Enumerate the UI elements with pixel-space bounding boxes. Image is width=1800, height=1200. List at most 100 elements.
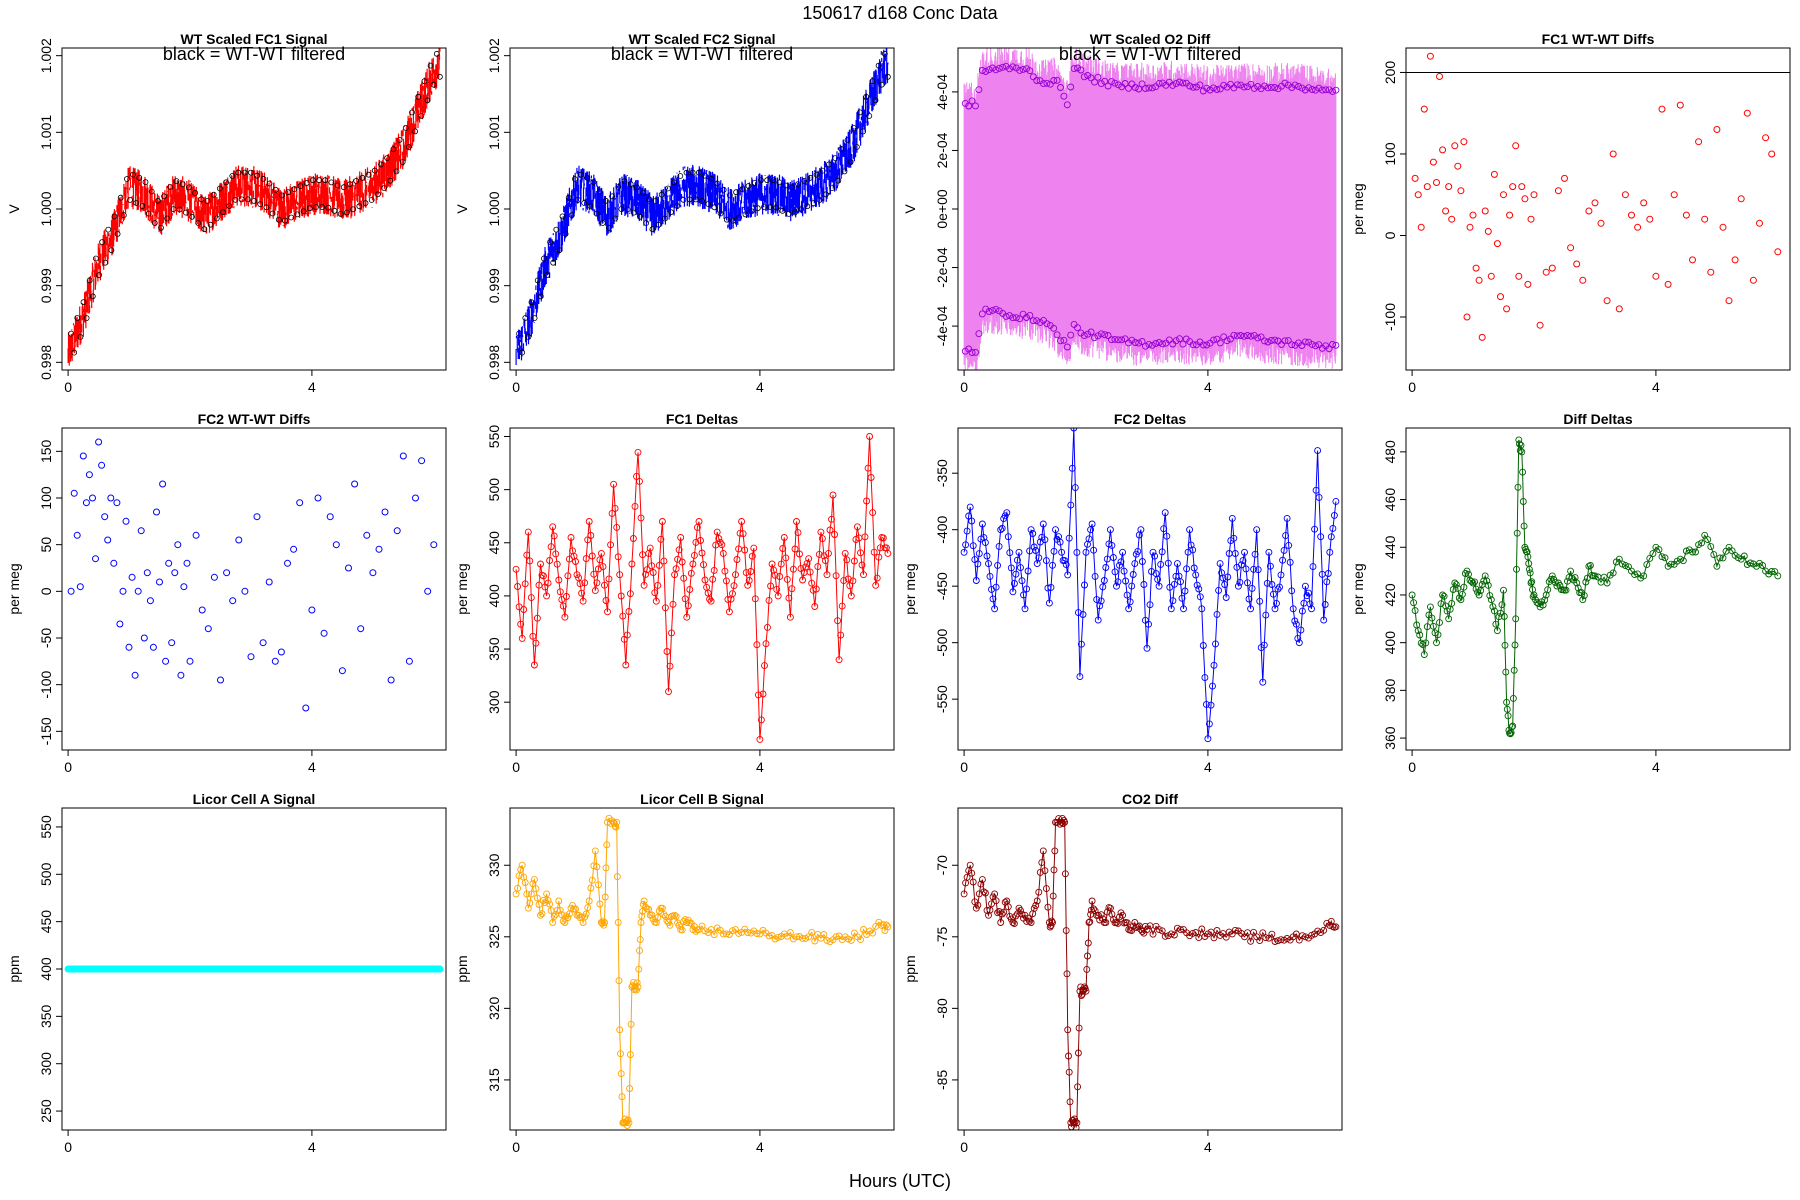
data-point [624, 1116, 632, 1124]
plot-area-p7 [960, 428, 1340, 743]
data-point [1224, 573, 1232, 581]
data-point [753, 641, 761, 649]
data-point [387, 676, 395, 684]
data-point [633, 472, 640, 480]
data-point [882, 921, 890, 929]
filtered-point [220, 209, 226, 216]
series-point-upper [989, 64, 996, 72]
data-point [1029, 530, 1037, 537]
data-point [1009, 919, 1017, 926]
filtered-point [108, 247, 115, 254]
data-point [1500, 613, 1508, 620]
data-point [994, 561, 1002, 569]
series-line-p6 [515, 436, 889, 740]
data-point [1241, 548, 1248, 556]
data-point [1704, 536, 1712, 544]
data-point [1143, 644, 1151, 652]
y-tick-label: 400 [486, 584, 502, 608]
series-point-upper [1233, 81, 1241, 89]
series-point-upper [1094, 73, 1102, 81]
data-point [614, 918, 622, 926]
data-point [1158, 548, 1166, 556]
filtered-point [872, 97, 879, 104]
series-point-upper [1220, 81, 1228, 89]
filtered-point [288, 214, 295, 221]
data-point [736, 529, 744, 537]
data-point [1114, 578, 1122, 586]
y-tick-label: 200 [1382, 61, 1398, 85]
data-point [1768, 150, 1776, 158]
data-point [1280, 546, 1288, 554]
data-point [661, 604, 669, 612]
series-point-upper [1060, 92, 1068, 100]
data-point [153, 508, 160, 516]
data-point [997, 526, 1005, 534]
data-point [1433, 639, 1440, 647]
data-point [1719, 554, 1727, 562]
data-point [546, 557, 554, 564]
data-point [1460, 138, 1468, 146]
y-axis-label: ppm [902, 955, 918, 982]
series-point-upper [1148, 84, 1156, 92]
y-tick-label: 0.999 [38, 268, 54, 303]
x-tick-label: 0 [64, 379, 72, 395]
data-point [1196, 593, 1204, 601]
data-point [1469, 211, 1477, 219]
data-point [116, 620, 124, 628]
data-point [981, 539, 989, 547]
filtered-point [717, 210, 724, 217]
data-point [857, 936, 864, 944]
y-tick-label: -550 [934, 685, 950, 713]
data-point [572, 905, 579, 913]
data-point [1146, 601, 1154, 609]
filtered-point [378, 161, 384, 168]
filtered-point [857, 109, 863, 116]
data-point [1274, 585, 1282, 593]
data-point [543, 890, 551, 898]
data-point [1076, 673, 1084, 681]
data-point [1212, 640, 1219, 648]
plot-area-p8 [1408, 436, 1782, 738]
data-point [588, 876, 596, 884]
data-point [629, 535, 637, 542]
data-point [107, 494, 115, 502]
data-point [1475, 276, 1483, 284]
data-point [1440, 592, 1448, 600]
data-point [1291, 617, 1299, 625]
data-point [783, 575, 791, 583]
data-point [1445, 183, 1453, 191]
data-point [1448, 215, 1456, 223]
data-point [1086, 918, 1094, 926]
data-point [629, 979, 637, 987]
data-point [1210, 934, 1218, 942]
filtered-point [418, 113, 425, 119]
data-point [1157, 560, 1165, 568]
data-point [1567, 567, 1575, 575]
series-point-upper [1067, 83, 1075, 91]
series-point-lower [1298, 342, 1306, 349]
data-point [991, 890, 999, 898]
filtered-point [658, 191, 665, 198]
data-point [686, 586, 694, 593]
data-point [981, 889, 989, 897]
y-tick-label: -350 [934, 459, 950, 487]
data-point [744, 581, 752, 589]
series-point-lower [1172, 337, 1180, 345]
data-point [1498, 601, 1506, 609]
data-point [1007, 564, 1015, 572]
data-point [1068, 464, 1076, 472]
data-point [1509, 183, 1517, 191]
data-point [1548, 264, 1556, 272]
filtered-point [409, 109, 415, 116]
filtered-point [779, 207, 786, 214]
data-point [1062, 561, 1070, 569]
x-tick-label: 0 [960, 1139, 968, 1155]
data-point [1311, 525, 1319, 533]
data-point [1001, 898, 1009, 906]
filtered-point [365, 171, 372, 178]
data-point [618, 1093, 626, 1101]
data-point [631, 502, 639, 510]
data-point [619, 612, 627, 620]
data-point [611, 822, 619, 830]
series-point-lower [1264, 338, 1272, 346]
